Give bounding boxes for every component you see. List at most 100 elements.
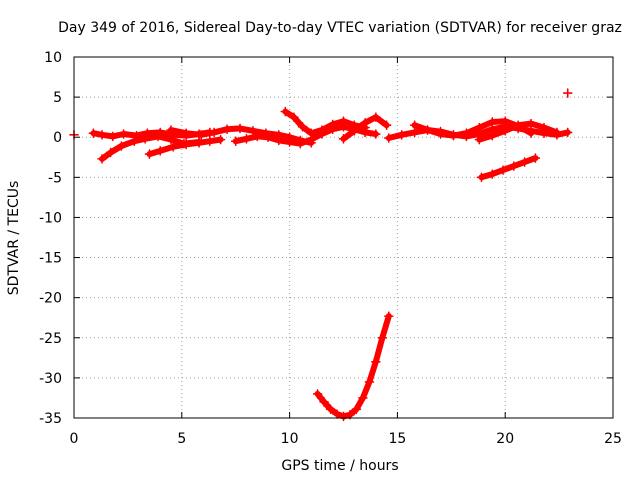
data-point: [166, 134, 176, 145]
y-tick-label: -15: [39, 251, 62, 267]
data-point: [317, 125, 327, 135]
y-tick-label: -35: [39, 411, 62, 427]
series-arc-3: [144, 134, 226, 159]
data-point: [371, 112, 381, 122]
data-point: [345, 409, 355, 420]
series-line: [314, 313, 392, 420]
data-point: [248, 126, 258, 136]
data-point: [377, 332, 388, 343]
series-line: [411, 118, 535, 139]
y-axis-label: SDTVAR / TECUs: [6, 181, 22, 296]
x-tick-label: 0: [70, 431, 79, 447]
data-point: [97, 154, 107, 164]
data-point: [364, 377, 375, 387]
data-point: [526, 118, 536, 129]
data-point: [383, 311, 394, 321]
data-point: [539, 122, 549, 133]
data-point: [194, 138, 204, 148]
data-point: [474, 134, 485, 145]
y-tick-label: 10: [44, 50, 62, 66]
y-tick-label: 0: [53, 130, 62, 146]
data-point: [476, 172, 487, 183]
series-arc-11: [476, 153, 541, 183]
data-point: [153, 131, 163, 142]
chart-title: Day 349 of 2016, Sidereal Day-to-day VTE…: [58, 20, 622, 36]
data-point: [295, 138, 306, 149]
data-point: [230, 136, 241, 147]
y-tick-label: -10: [39, 210, 62, 226]
series-arc-9: [409, 116, 536, 141]
data-point: [381, 120, 392, 130]
data-point: [168, 142, 178, 152]
chart-grid: [74, 57, 613, 418]
data-point: [474, 122, 485, 133]
data-point: [552, 127, 562, 138]
data-point: [319, 397, 329, 407]
data-point: [409, 120, 420, 130]
data-point: [235, 123, 245, 134]
data-point: [215, 134, 226, 145]
data-point: [327, 119, 338, 130]
data-point: [297, 121, 308, 132]
y-tick-label: -30: [39, 371, 62, 387]
y-tick-label: -20: [39, 291, 62, 307]
data-point: [205, 136, 215, 147]
data-point: [97, 130, 107, 140]
series-arc-10: [474, 118, 562, 145]
data-point: [562, 88, 573, 98]
data-point: [181, 139, 191, 150]
data-point: [349, 126, 360, 136]
data-point: [530, 153, 541, 163]
data-point: [383, 133, 394, 143]
data-point: [396, 130, 407, 140]
data-point: [284, 137, 295, 147]
data-point: [108, 131, 118, 142]
y-tick-label: 5: [53, 90, 62, 106]
series-point-2: [562, 88, 573, 98]
y-tick-labels: 10 5 0 -5 -10 -15 -20 -25 -30 -35: [39, 50, 62, 427]
data-point: [487, 130, 498, 141]
data-point: [289, 112, 299, 122]
data-point: [500, 116, 510, 126]
data-point: [338, 411, 349, 422]
data-point: [422, 125, 433, 135]
data-point: [144, 149, 155, 159]
x-tick-labels: 0 5 10 15 20 25: [70, 431, 622, 447]
data-point: [88, 128, 99, 139]
data-point: [252, 131, 263, 142]
data-point: [487, 117, 498, 127]
data-point: [155, 146, 166, 156]
x-tick-label: 25: [604, 431, 622, 447]
data-point: [351, 404, 362, 414]
data-point: [306, 128, 316, 139]
data-point: [263, 132, 273, 143]
data-point: [448, 130, 459, 141]
series-arc-4: [166, 123, 316, 148]
data-point: [371, 129, 381, 139]
data-point: [519, 157, 530, 167]
data-point: [196, 130, 207, 140]
data-point: [509, 161, 519, 171]
y-tick-label: -25: [39, 331, 62, 347]
data-point: [338, 116, 349, 126]
data-point: [222, 124, 232, 134]
series-arc-7: [338, 112, 392, 144]
data-point: [498, 165, 508, 175]
data-point: [487, 169, 498, 179]
data-point: [140, 134, 150, 144]
data-point: [513, 120, 523, 130]
data-point: [461, 128, 472, 139]
x-tick-label: 15: [388, 431, 406, 447]
x-tick-label: 20: [496, 431, 514, 447]
data-point: [500, 126, 510, 136]
data-point: [435, 129, 446, 139]
chart-ticks: [73, 56, 614, 419]
data-point: [209, 127, 219, 138]
data-point: [118, 129, 129, 139]
data-series-group: [69, 88, 573, 422]
data-point: [274, 135, 284, 146]
data-point: [241, 134, 252, 144]
data-point: [312, 389, 323, 399]
series-arc-6: [280, 106, 370, 139]
